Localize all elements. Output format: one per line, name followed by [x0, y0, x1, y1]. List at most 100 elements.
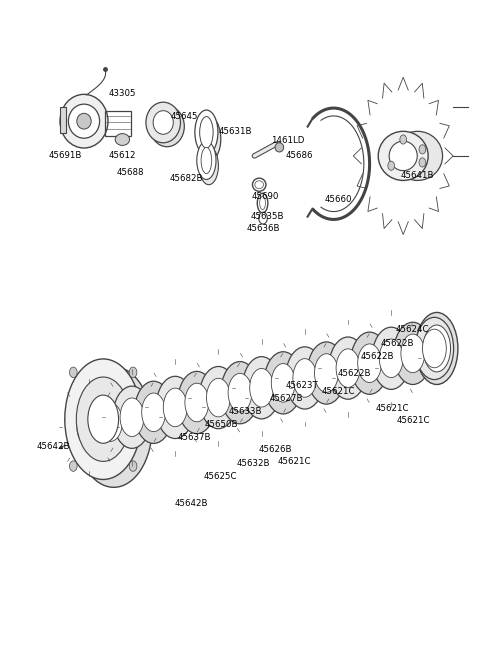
Text: 45622B: 45622B — [337, 369, 371, 378]
Ellipse shape — [378, 131, 428, 180]
Text: 45690: 45690 — [252, 192, 279, 201]
Ellipse shape — [77, 408, 101, 446]
Ellipse shape — [415, 317, 454, 380]
Text: 45637B: 45637B — [178, 433, 211, 442]
Circle shape — [400, 135, 407, 144]
Text: 45641B: 45641B — [401, 171, 434, 180]
Text: 45636B: 45636B — [246, 224, 280, 233]
Text: 45632B: 45632B — [237, 459, 270, 468]
Text: 45682B: 45682B — [169, 174, 203, 183]
Ellipse shape — [394, 322, 432, 384]
Text: 45635B: 45635B — [250, 212, 284, 221]
Ellipse shape — [91, 391, 130, 453]
Ellipse shape — [178, 371, 216, 434]
Ellipse shape — [134, 381, 173, 443]
Ellipse shape — [286, 346, 324, 409]
Ellipse shape — [146, 102, 180, 143]
Ellipse shape — [199, 366, 238, 428]
Circle shape — [70, 367, 77, 377]
Ellipse shape — [307, 342, 346, 404]
Ellipse shape — [275, 143, 284, 152]
Ellipse shape — [314, 354, 338, 392]
Ellipse shape — [65, 359, 142, 479]
Text: 45612: 45612 — [108, 151, 136, 160]
Text: 45633B: 45633B — [228, 407, 262, 416]
Text: 45621C: 45621C — [376, 404, 409, 413]
Circle shape — [419, 145, 426, 154]
Circle shape — [259, 212, 267, 224]
Text: 45622B: 45622B — [361, 352, 395, 361]
Ellipse shape — [198, 117, 221, 161]
Ellipse shape — [423, 325, 451, 372]
Circle shape — [70, 461, 77, 472]
Ellipse shape — [150, 106, 184, 147]
Ellipse shape — [60, 94, 108, 148]
Text: 45650B: 45650B — [205, 420, 239, 429]
Ellipse shape — [115, 134, 130, 145]
Circle shape — [419, 158, 426, 167]
Text: 45631B: 45631B — [218, 126, 252, 136]
Text: 45621C: 45621C — [321, 387, 355, 396]
Ellipse shape — [185, 383, 209, 422]
Ellipse shape — [199, 147, 218, 185]
Text: 45625C: 45625C — [203, 472, 237, 481]
Ellipse shape — [228, 373, 252, 412]
Ellipse shape — [70, 396, 108, 458]
Ellipse shape — [69, 104, 100, 138]
Ellipse shape — [195, 110, 218, 155]
Ellipse shape — [75, 367, 152, 487]
Ellipse shape — [271, 364, 295, 402]
Bar — [60, 107, 66, 133]
Ellipse shape — [257, 193, 268, 213]
Text: 45686: 45686 — [286, 151, 313, 160]
Text: 45621C: 45621C — [278, 457, 312, 466]
Ellipse shape — [197, 141, 216, 179]
Ellipse shape — [250, 369, 274, 407]
Ellipse shape — [142, 393, 166, 432]
Ellipse shape — [379, 339, 403, 377]
Ellipse shape — [264, 352, 302, 414]
Ellipse shape — [163, 388, 187, 426]
Ellipse shape — [260, 196, 265, 210]
Ellipse shape — [221, 362, 259, 424]
Text: 45660: 45660 — [324, 195, 352, 204]
Ellipse shape — [206, 379, 230, 417]
Ellipse shape — [153, 111, 173, 134]
Ellipse shape — [201, 147, 212, 174]
Text: 43305: 43305 — [108, 88, 136, 98]
Ellipse shape — [113, 386, 151, 449]
Text: 45691B: 45691B — [48, 151, 82, 160]
Ellipse shape — [401, 334, 425, 373]
Text: 45622B: 45622B — [381, 339, 414, 348]
Text: 45626B: 45626B — [258, 445, 292, 455]
Circle shape — [129, 461, 137, 472]
Ellipse shape — [393, 131, 443, 180]
Ellipse shape — [120, 398, 144, 436]
Text: 45623T: 45623T — [285, 381, 318, 390]
Text: 1461LD: 1461LD — [271, 136, 305, 145]
Ellipse shape — [293, 359, 317, 397]
Ellipse shape — [329, 337, 367, 400]
Ellipse shape — [350, 332, 389, 394]
Ellipse shape — [252, 178, 266, 191]
Ellipse shape — [422, 329, 446, 367]
Ellipse shape — [372, 327, 410, 389]
Ellipse shape — [336, 349, 360, 387]
Text: 45688: 45688 — [117, 168, 144, 177]
Text: 45645: 45645 — [171, 112, 199, 121]
Circle shape — [388, 161, 395, 170]
Text: 45621C: 45621C — [397, 416, 431, 425]
Ellipse shape — [156, 376, 194, 439]
Bar — [105, 111, 131, 136]
Ellipse shape — [242, 356, 281, 419]
Text: 45642B: 45642B — [37, 442, 71, 451]
Circle shape — [129, 367, 137, 377]
Ellipse shape — [76, 377, 130, 461]
Ellipse shape — [416, 312, 458, 384]
Ellipse shape — [200, 117, 213, 148]
Ellipse shape — [77, 113, 91, 129]
Ellipse shape — [358, 344, 382, 383]
Text: 45642B: 45642B — [174, 498, 208, 508]
Ellipse shape — [88, 395, 119, 443]
Text: 45627B: 45627B — [269, 394, 303, 403]
